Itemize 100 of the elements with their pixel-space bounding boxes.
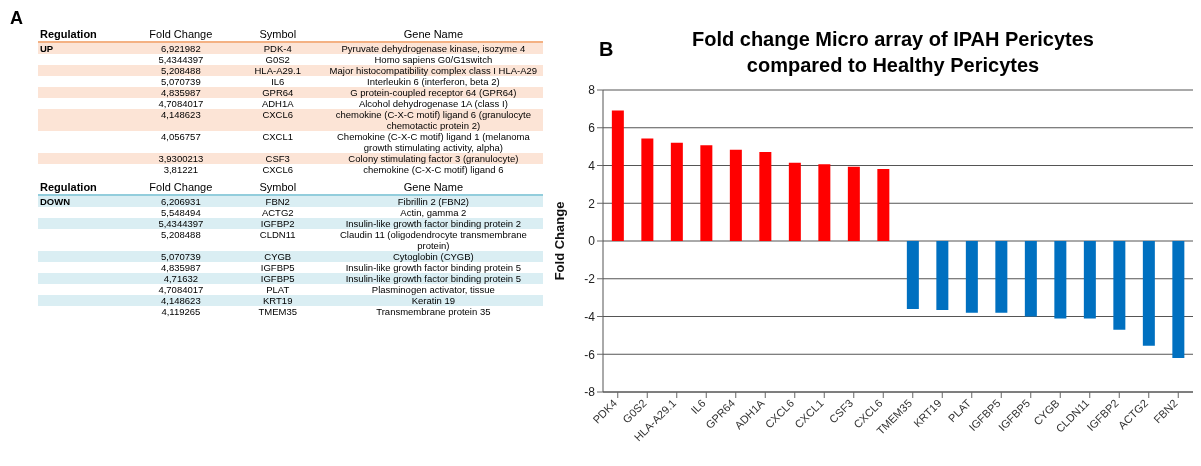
text: 5,070739	[161, 76, 201, 87]
bar	[729, 149, 742, 241]
text: Actin, gamma 2	[400, 207, 467, 218]
text: Major histocompatibility complex class I HLA-A29	[329, 65, 538, 76]
category-label: Symbol	[258, 28, 298, 42]
bar	[670, 142, 683, 241]
bar	[877, 169, 890, 241]
bar	[1113, 241, 1126, 330]
text: Insulin-like growth factor binding protein 5	[345, 273, 522, 284]
bar	[965, 241, 978, 313]
text: Interleukin 6 (interferon, beta 2)	[367, 76, 500, 87]
text: B	[599, 38, 614, 61]
y-tick-label: 6	[588, 121, 596, 136]
text: UP	[40, 43, 54, 54]
text: 4,835987	[161, 87, 201, 98]
text: 5,4344397	[158, 218, 204, 229]
y-tick-label: -2	[584, 272, 596, 287]
text: CXCL6	[262, 164, 294, 175]
text: 6,206931	[161, 196, 201, 207]
text: G protein-coupled receptor 64 (GPR64)	[350, 87, 517, 98]
text: Alcohol dehydrogenase 1A (class I)	[358, 98, 508, 109]
text: 5,4344397	[158, 54, 204, 65]
text: CXCL1	[262, 131, 294, 142]
bar	[1172, 241, 1185, 359]
bar	[1142, 241, 1155, 346]
text: Colony stimulating factor 3 (granulocyte)	[348, 153, 519, 164]
bar	[611, 110, 624, 241]
y-tick-label: 0	[588, 234, 596, 249]
text: CYGB	[264, 251, 292, 262]
text: Insulin-like growth factor binding protein 5	[345, 262, 522, 273]
bar	[1024, 241, 1037, 317]
text: 5,548494	[161, 207, 201, 218]
text: ACTG2	[261, 207, 294, 218]
text: Homo sapiens G0/G1switch	[374, 54, 493, 65]
text: GPR64	[262, 87, 294, 98]
text: 4,119265	[161, 306, 201, 317]
text: KRT19	[263, 295, 293, 306]
text: G0S2	[265, 54, 290, 65]
text: CXCL6	[262, 109, 294, 120]
y-axis-title: Fold Change	[551, 201, 567, 281]
text: 4,148623	[161, 295, 201, 306]
bar	[1083, 241, 1096, 319]
text: A	[10, 8, 24, 28]
category-label: Gene Name	[402, 181, 464, 195]
text: IGFBP5	[260, 273, 295, 284]
text: PDK-4	[263, 43, 292, 54]
text: Chemokine (C-X-C motif) ligand 1 (melanoma growth stimulating activity, alpha)	[337, 131, 530, 153]
text: Pyruvate dehydrogenase kinase, isozyme 4	[341, 43, 526, 54]
text: Plasminogen activator, tissue	[371, 284, 495, 295]
y-tick-label: 4	[588, 158, 596, 173]
bar	[788, 162, 801, 241]
text: 4,056757	[161, 131, 201, 142]
text: Insulin-like growth factor binding protein 2	[345, 218, 522, 229]
category-label: Regulation	[39, 181, 98, 195]
chart-title: Fold change Micro array of IPAH Pericytes compared to Healthy Pericytes	[692, 28, 1094, 76]
text: 5,070739	[161, 251, 201, 262]
text: IGFBP5	[260, 262, 295, 273]
text: 4,835987	[161, 262, 201, 273]
bar	[847, 166, 860, 241]
y-tick-label: 8	[588, 83, 596, 98]
y-tick-label: -4	[584, 309, 596, 324]
text: 4,148623	[161, 109, 201, 120]
text: 5,208488	[161, 229, 201, 240]
bar	[995, 241, 1008, 313]
x-tick-label: IL6	[688, 396, 708, 417]
text: Claudin 11 (oligodendrocyte transmembrane protein)	[339, 229, 527, 251]
text: DOWN	[40, 196, 71, 207]
category-label: Fold Change	[148, 181, 214, 195]
text: 4,7084017	[158, 284, 204, 295]
text: chemokine (C-X-C motif) ligand 6	[363, 164, 504, 175]
text: 4,71632	[163, 273, 199, 284]
text: CSF3	[265, 153, 290, 164]
y-tick-label: 2	[588, 196, 596, 211]
bar	[759, 152, 772, 241]
text: 4,7084017	[158, 98, 204, 109]
y-tick-label: -8	[584, 385, 596, 400]
bar	[1054, 241, 1067, 319]
text: HLA-A29.1	[254, 65, 301, 76]
text: TMEM35	[258, 306, 297, 317]
text: IGFBP2	[260, 218, 295, 229]
text: 5,208488	[161, 65, 201, 76]
text: 3,9300213	[158, 153, 204, 164]
bar	[936, 241, 949, 310]
category-label: Symbol	[258, 181, 298, 195]
category-label: Regulation	[39, 28, 98, 42]
bar	[906, 241, 919, 309]
text: PLAT	[266, 284, 290, 295]
text: CLDN11	[259, 229, 296, 240]
bar	[818, 164, 831, 241]
text: chemokine (C-X-C motif) ligand 6 (granulocyte chemotactic protein 2)	[335, 109, 532, 131]
text: Transmembrane protein 35	[376, 306, 491, 317]
text: IL6	[271, 76, 285, 87]
text: Cytoglobin (CYGB)	[392, 251, 474, 262]
bar	[641, 138, 654, 241]
text: 3,81221	[163, 164, 199, 175]
text: Keratin 19	[411, 295, 456, 306]
category-label: Gene Name	[402, 28, 464, 42]
category-label: Fold Change	[148, 28, 214, 42]
text: Fibrillin 2 (FBN2)	[397, 196, 469, 207]
y-tick-label: -6	[584, 347, 596, 362]
